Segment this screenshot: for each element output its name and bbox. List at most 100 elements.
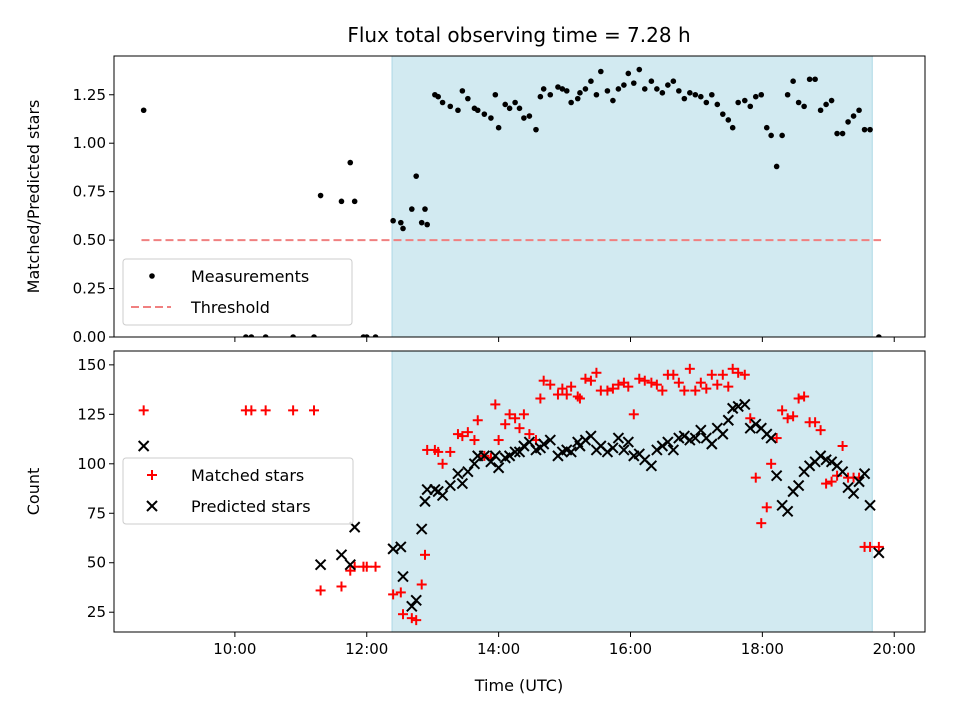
matched-point xyxy=(557,383,568,394)
predicted-point xyxy=(645,460,658,472)
y-tick-label: 75 xyxy=(87,504,106,522)
measurement-point xyxy=(861,126,868,133)
predicted-point xyxy=(717,428,729,440)
matched-point xyxy=(411,615,422,626)
matched-point xyxy=(395,587,406,598)
predicted-point xyxy=(864,499,876,512)
matched-point xyxy=(545,379,556,390)
matched-point xyxy=(288,405,299,416)
y-axis-label: Matched/Predicted stars xyxy=(24,100,43,294)
matched-point xyxy=(524,429,535,440)
measurement-point xyxy=(533,126,539,133)
y-tick-label: 100 xyxy=(77,455,106,473)
predicted-point xyxy=(503,450,516,462)
matched-point xyxy=(717,369,728,380)
predicted-point xyxy=(419,495,431,508)
matched-point xyxy=(457,431,468,442)
ratio-panel: 0.00 0.25 0.50 0.75 1.00 1.25 Matched/Predicte… xyxy=(24,55,926,346)
matched-point xyxy=(535,393,546,404)
y-tick-label: 0.25 xyxy=(73,280,106,298)
matched-point xyxy=(799,391,810,402)
measurement-point xyxy=(455,107,461,114)
x-tick-label: 16:00 xyxy=(609,640,652,658)
measurement-point xyxy=(568,99,574,106)
predicted-point xyxy=(770,469,783,482)
predicted-point xyxy=(858,467,871,480)
x-axis-label: Time (UTC) xyxy=(474,676,563,695)
legend-box xyxy=(122,258,353,326)
measurement-point xyxy=(488,115,494,121)
axes-frame xyxy=(113,55,926,338)
predicted-point xyxy=(732,400,744,413)
measurement-point xyxy=(779,132,785,139)
measurement-point xyxy=(555,84,561,90)
matched-point xyxy=(591,367,602,378)
measurement-point xyxy=(262,334,269,337)
matched-point xyxy=(416,579,427,590)
predicted-point xyxy=(836,466,849,478)
measurement-point xyxy=(459,88,466,94)
predicted-point xyxy=(410,594,422,607)
predicted-point xyxy=(436,489,449,502)
measurement-point xyxy=(687,90,693,96)
predicted-point xyxy=(622,436,634,448)
predicted-point xyxy=(792,479,805,492)
measurement-point xyxy=(817,107,824,114)
matched-point xyxy=(336,581,347,592)
measurement-point xyxy=(681,95,688,102)
predicted-point xyxy=(722,414,735,426)
predicted-point xyxy=(452,467,464,480)
matched-point xyxy=(733,367,744,378)
matched-point xyxy=(260,405,271,416)
measurement-point xyxy=(823,101,829,108)
predicted-point xyxy=(667,444,680,456)
matched-point xyxy=(398,609,409,620)
measurement-point xyxy=(422,206,428,212)
matched-point xyxy=(639,375,650,386)
matched-point xyxy=(433,446,444,457)
measurement-point xyxy=(845,119,851,125)
matched-point xyxy=(510,413,521,424)
predicted-point xyxy=(744,422,756,434)
matched-point xyxy=(445,446,456,457)
measurement-point xyxy=(735,99,741,106)
measurement-point xyxy=(876,334,882,337)
measurement-point xyxy=(648,78,655,84)
measurement-point xyxy=(465,95,471,102)
predicted-point xyxy=(397,570,409,583)
measurement-point xyxy=(140,107,147,114)
matched-point xyxy=(452,429,463,440)
matched-point xyxy=(561,389,572,400)
measurement-point xyxy=(752,93,759,100)
matched-point xyxy=(607,383,618,394)
series-measurements xyxy=(140,66,882,337)
predicted-point xyxy=(314,559,327,571)
x-tick-label: 14:00 xyxy=(477,640,520,658)
legend-label: Measurements xyxy=(191,267,309,286)
matched-point xyxy=(246,405,257,416)
matched-point xyxy=(628,409,639,420)
legend-predicted-swatch xyxy=(146,500,158,512)
predicted-point xyxy=(544,434,556,446)
legend-box xyxy=(122,457,354,525)
plot-area xyxy=(137,363,885,626)
predicted-point xyxy=(873,547,885,559)
measurement-point xyxy=(625,70,632,77)
legend: Matched stars Predicted stars xyxy=(122,457,354,525)
predicted-point xyxy=(456,477,469,490)
measurement-point xyxy=(636,66,643,73)
matched-point xyxy=(580,373,591,384)
matched-point xyxy=(810,417,821,428)
matched-point xyxy=(574,393,585,404)
matched-point xyxy=(837,440,848,451)
measurement-point xyxy=(400,225,406,232)
measurement-point xyxy=(610,97,616,104)
measurement-point xyxy=(506,105,513,112)
matched-point xyxy=(500,419,511,430)
predicted-point xyxy=(803,460,816,472)
matched-point xyxy=(585,375,596,386)
measurement-point xyxy=(641,86,648,92)
matched-point xyxy=(623,381,634,392)
legend-label: Threshold xyxy=(190,298,270,317)
